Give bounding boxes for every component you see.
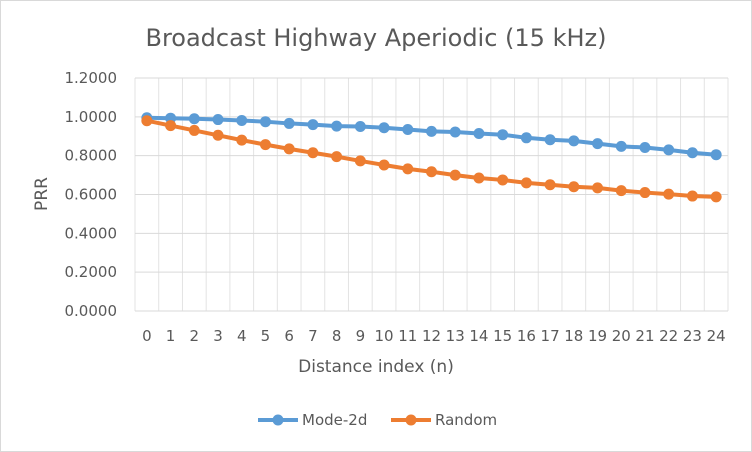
x-tick-label: 19 bbox=[588, 327, 607, 345]
data-point-mode-2d bbox=[188, 113, 200, 125]
data-point-random bbox=[283, 143, 295, 155]
data-point-mode-2d bbox=[710, 149, 722, 161]
y-axis-label: PRR bbox=[32, 177, 52, 211]
x-tick-label: 14 bbox=[469, 327, 488, 345]
data-point-mode-2d bbox=[497, 129, 509, 141]
x-tick-label: 10 bbox=[375, 327, 394, 345]
data-point-mode-2d bbox=[331, 120, 343, 132]
series-layer bbox=[141, 112, 722, 203]
x-tick-label: 21 bbox=[635, 327, 654, 345]
y-tick-label: 0.8000 bbox=[65, 147, 118, 165]
data-point-mode-2d bbox=[236, 115, 248, 127]
data-point-mode-2d bbox=[686, 147, 698, 159]
data-point-random bbox=[141, 115, 153, 127]
y-axis-ticks: 0.0000 0.2000 0.4000 0.6000 0.8000 1.0000 1.20… bbox=[65, 69, 118, 320]
data-point-random bbox=[236, 134, 248, 146]
data-point-mode-2d bbox=[520, 132, 532, 144]
series-mode-2d bbox=[141, 112, 722, 161]
grid bbox=[134, 77, 729, 312]
data-point-random bbox=[354, 155, 366, 167]
data-point-random bbox=[188, 124, 200, 136]
data-point-random bbox=[331, 151, 343, 163]
x-axis-label: Distance index (n) bbox=[298, 357, 454, 377]
chart-title: Broadcast Highway Aperiodic (15 kHz) bbox=[145, 24, 606, 52]
legend-marker-random bbox=[405, 414, 417, 426]
data-point-random bbox=[307, 147, 319, 159]
x-tick-label: 0 bbox=[142, 327, 152, 345]
x-tick-label: 12 bbox=[422, 327, 441, 345]
data-point-random bbox=[615, 185, 627, 197]
x-tick-label: 5 bbox=[261, 327, 271, 345]
data-point-random bbox=[426, 166, 437, 178]
x-tick-label: 8 bbox=[332, 327, 342, 345]
data-point-random bbox=[402, 163, 414, 175]
data-point-mode-2d bbox=[354, 121, 366, 133]
x-tick-label: 7 bbox=[308, 327, 318, 345]
data-point-random bbox=[165, 120, 177, 132]
x-tick-label: 2 bbox=[190, 327, 200, 345]
data-point-random bbox=[710, 191, 722, 203]
legend-item-mode-2d: Mode-2d bbox=[258, 411, 367, 429]
legend-item-random: Random bbox=[391, 411, 497, 429]
data-point-random bbox=[544, 179, 556, 191]
y-tick-label: 0.0000 bbox=[65, 302, 118, 320]
legend-label-random: Random bbox=[435, 411, 497, 429]
data-point-mode-2d bbox=[307, 119, 319, 131]
y-tick-label: 0.4000 bbox=[65, 224, 118, 242]
legend-label-mode-2d: Mode-2d bbox=[302, 411, 367, 429]
legend: Mode-2d Random bbox=[258, 411, 497, 429]
x-tick-label: 24 bbox=[707, 327, 726, 345]
x-tick-label: 17 bbox=[541, 327, 560, 345]
data-point-random bbox=[473, 172, 485, 184]
x-tick-label: 3 bbox=[213, 327, 223, 345]
data-point-mode-2d bbox=[402, 123, 414, 135]
x-tick-label: 11 bbox=[398, 327, 417, 345]
data-point-random bbox=[686, 190, 698, 202]
x-tick-label: 23 bbox=[683, 327, 702, 345]
x-tick-label: 20 bbox=[612, 327, 631, 345]
data-point-random bbox=[259, 139, 271, 151]
data-point-mode-2d bbox=[473, 128, 485, 140]
x-tick-label: 9 bbox=[356, 327, 366, 345]
y-tick-label: 0.2000 bbox=[65, 263, 118, 281]
data-point-mode-2d bbox=[592, 138, 604, 150]
x-axis-ticks: 0 1 2 3 4 5 6 7 8 9 10 11 12 13 14 15 16 17 18 19 20 21 22 23 24 bbox=[142, 327, 726, 345]
data-point-mode-2d bbox=[378, 122, 390, 134]
y-tick-label: 1.0000 bbox=[65, 108, 118, 126]
y-tick-label: 0.6000 bbox=[65, 186, 118, 204]
data-point-random bbox=[449, 169, 461, 181]
data-point-mode-2d bbox=[449, 126, 461, 138]
x-tick-label: 6 bbox=[284, 327, 294, 345]
data-point-mode-2d bbox=[639, 142, 651, 154]
data-point-random bbox=[639, 187, 651, 199]
x-tick-label: 13 bbox=[446, 327, 465, 345]
x-tick-label: 18 bbox=[564, 327, 583, 345]
x-tick-label: 16 bbox=[517, 327, 536, 345]
data-point-mode-2d bbox=[544, 134, 556, 146]
data-point-mode-2d bbox=[663, 144, 675, 156]
y-tick-label: 1.2000 bbox=[65, 69, 118, 87]
data-point-mode-2d bbox=[426, 125, 437, 137]
x-tick-label: 1 bbox=[166, 327, 176, 345]
data-point-random bbox=[592, 182, 604, 194]
data-point-mode-2d bbox=[615, 140, 627, 152]
data-point-mode-2d bbox=[259, 116, 271, 128]
data-point-mode-2d bbox=[568, 135, 580, 147]
data-point-random bbox=[663, 188, 675, 200]
legend-marker-mode-2d bbox=[272, 414, 284, 426]
x-tick-label: 4 bbox=[237, 327, 247, 345]
x-tick-label: 15 bbox=[493, 327, 512, 345]
x-tick-label: 22 bbox=[659, 327, 678, 345]
data-point-random bbox=[497, 174, 509, 186]
data-point-mode-2d bbox=[212, 114, 224, 126]
series-random bbox=[141, 115, 722, 203]
data-point-random bbox=[378, 159, 390, 171]
data-point-random bbox=[520, 177, 532, 189]
data-point-mode-2d bbox=[283, 117, 295, 129]
data-point-random bbox=[212, 129, 224, 141]
data-point-random bbox=[568, 181, 580, 193]
